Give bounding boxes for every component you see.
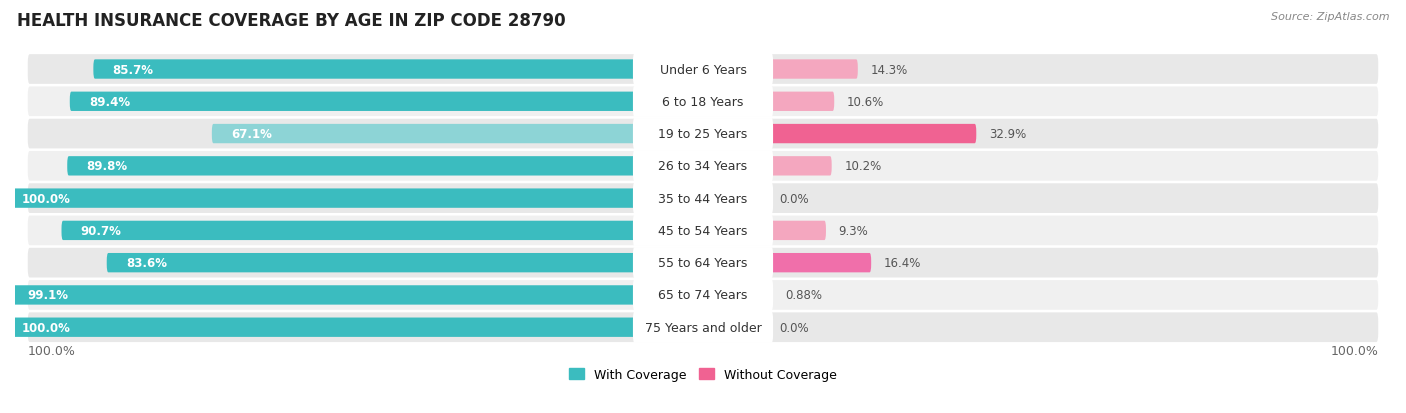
FancyBboxPatch shape [67,157,640,176]
FancyBboxPatch shape [62,221,640,240]
FancyBboxPatch shape [766,60,858,79]
FancyBboxPatch shape [28,184,1378,214]
FancyBboxPatch shape [766,157,832,176]
Text: 85.7%: 85.7% [112,63,153,76]
Text: Source: ZipAtlas.com: Source: ZipAtlas.com [1271,12,1389,22]
Text: 89.8%: 89.8% [86,160,128,173]
Text: 19 to 25 Years: 19 to 25 Years [658,128,748,141]
Text: 65 to 74 Years: 65 to 74 Years [658,289,748,302]
FancyBboxPatch shape [3,189,640,208]
FancyBboxPatch shape [766,125,976,144]
Text: 9.3%: 9.3% [839,224,869,237]
Text: 16.4%: 16.4% [884,256,921,270]
Text: 100.0%: 100.0% [21,192,70,205]
FancyBboxPatch shape [633,151,773,182]
Text: 6 to 18 Years: 6 to 18 Years [662,95,744,109]
FancyBboxPatch shape [633,183,773,214]
FancyBboxPatch shape [766,221,825,240]
FancyBboxPatch shape [212,125,640,144]
FancyBboxPatch shape [633,119,773,150]
FancyBboxPatch shape [28,216,1378,246]
Text: 75 Years and older: 75 Years and older [644,321,762,334]
FancyBboxPatch shape [28,55,1378,85]
FancyBboxPatch shape [633,55,773,85]
FancyBboxPatch shape [28,152,1378,181]
FancyBboxPatch shape [766,93,834,112]
Legend: With Coverage, Without Coverage: With Coverage, Without Coverage [564,363,842,386]
Text: 99.1%: 99.1% [27,289,67,302]
FancyBboxPatch shape [28,119,1378,149]
Text: Under 6 Years: Under 6 Years [659,63,747,76]
Text: 26 to 34 Years: 26 to 34 Years [658,160,748,173]
Text: HEALTH INSURANCE COVERAGE BY AGE IN ZIP CODE 28790: HEALTH INSURANCE COVERAGE BY AGE IN ZIP … [17,12,565,30]
FancyBboxPatch shape [3,318,640,337]
FancyBboxPatch shape [766,285,772,305]
Text: 32.9%: 32.9% [988,128,1026,141]
FancyBboxPatch shape [633,247,773,278]
Text: 0.0%: 0.0% [779,192,808,205]
Text: 83.6%: 83.6% [127,256,167,270]
FancyBboxPatch shape [93,60,640,79]
FancyBboxPatch shape [633,87,773,117]
FancyBboxPatch shape [28,280,1378,310]
FancyBboxPatch shape [633,312,773,343]
FancyBboxPatch shape [766,253,872,273]
Text: 45 to 54 Years: 45 to 54 Years [658,224,748,237]
Text: 0.88%: 0.88% [785,289,823,302]
Text: 100.0%: 100.0% [21,321,70,334]
FancyBboxPatch shape [28,313,1378,342]
Text: 35 to 44 Years: 35 to 44 Years [658,192,748,205]
Text: 10.6%: 10.6% [846,95,884,109]
Text: 89.4%: 89.4% [89,95,129,109]
FancyBboxPatch shape [70,93,640,112]
Text: 55 to 64 Years: 55 to 64 Years [658,256,748,270]
FancyBboxPatch shape [633,280,773,311]
Text: 90.7%: 90.7% [80,224,121,237]
FancyBboxPatch shape [28,248,1378,278]
FancyBboxPatch shape [28,87,1378,117]
Text: 100.0%: 100.0% [28,344,76,357]
Text: 67.1%: 67.1% [231,128,271,141]
FancyBboxPatch shape [107,253,640,273]
FancyBboxPatch shape [633,215,773,246]
Text: 14.3%: 14.3% [870,63,908,76]
Text: 100.0%: 100.0% [1330,344,1378,357]
Text: 10.2%: 10.2% [845,160,882,173]
Text: 0.0%: 0.0% [779,321,808,334]
FancyBboxPatch shape [8,285,640,305]
